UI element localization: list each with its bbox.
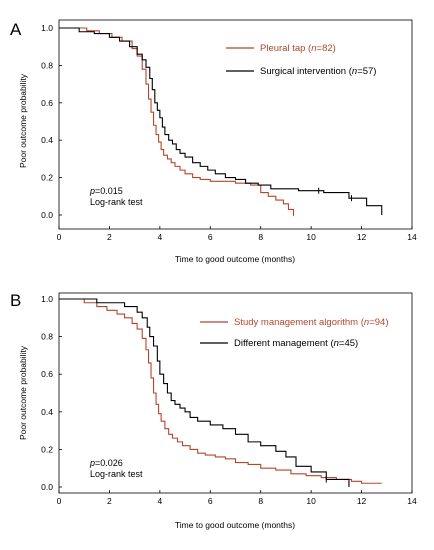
- x-tick-label: 2: [107, 232, 112, 242]
- x-axis-label-b: Time to good outcome (months): [175, 520, 295, 530]
- y-axis-label-b: Poor outcome probability: [18, 345, 28, 440]
- plot-frame-a: [58, 19, 413, 230]
- x-tick-label: 14: [407, 232, 417, 242]
- legend-label-surgical-intervention: Surgical intervention (n=57): [260, 66, 376, 77]
- plot-frame-b: [58, 292, 413, 494]
- curves-a: [59, 27, 383, 217]
- curves-b: [59, 298, 382, 487]
- km-curve-red: [59, 27, 295, 214]
- x-tick-label: 4: [157, 496, 162, 506]
- x-tick-label: 0: [57, 232, 62, 242]
- panel-b: B 0 2 4 6 8 10 12 14 0.0 0.2 0.4 0.6 0.8 1.0 Time to …: [10, 291, 417, 530]
- y-tick-label: 0.6: [41, 369, 53, 379]
- km-curve-black: [59, 27, 383, 215]
- legend-b: Study management algorithm (n=94) Differ…: [200, 317, 388, 349]
- x-tick-label: 4: [157, 232, 162, 242]
- x-tick-label: 8: [258, 232, 263, 242]
- y-tick-label: 0.8: [41, 60, 53, 70]
- x-tick-label: 0: [57, 496, 62, 506]
- km-curve-black: [59, 298, 350, 487]
- x-tick-label: 6: [208, 232, 213, 242]
- legend-label-study-management: Study management algorithm (n=94): [234, 317, 388, 328]
- y-tick-label: 1.0: [41, 23, 53, 33]
- panel-letter-b: B: [10, 291, 21, 310]
- panel-a: A 0 2 4 6 8 10 12 14 0.0 0.2 0.4 0.6 0.8 1.0 Time to …: [10, 19, 417, 264]
- panel-letter-a: A: [10, 20, 22, 39]
- x-tick-label: 8: [258, 496, 263, 506]
- test-name-b: Log-rank test: [90, 469, 143, 479]
- y-tick-label: 0.2: [41, 444, 53, 454]
- x-tick-label: 14: [407, 496, 417, 506]
- y-tick-label: 1.0: [41, 294, 53, 304]
- ticks-a: 0 2 4 6 8 10 12 14 0.0 0.2 0.4 0.6 0.8 1.0: [41, 23, 417, 242]
- y-axis-label-a: Poor outcome probability: [18, 73, 28, 168]
- p-value-a: p=0.015: [89, 186, 123, 196]
- km-curve-red: [59, 298, 382, 484]
- y-tick-label: 0.0: [41, 482, 53, 492]
- y-tick-label: 0.0: [41, 210, 53, 220]
- y-tick-label: 0.4: [41, 407, 53, 417]
- x-tick-label: 12: [357, 232, 367, 242]
- x-axis-label-a: Time to good outcome (months): [175, 254, 295, 264]
- ticks-b: 0 2 4 6 8 10 12 14 0.0 0.2 0.4 0.6 0.8 1.0: [41, 294, 417, 506]
- x-tick-label: 10: [306, 232, 316, 242]
- legend-a: Pleural tap (n=82) Surgical intervention…: [226, 43, 376, 77]
- legend-label-different-management: Different management (n=45): [234, 338, 358, 349]
- p-value-b: p=0.026: [89, 458, 123, 468]
- x-tick-label: 2: [107, 496, 112, 506]
- y-tick-label: 0.4: [41, 135, 53, 145]
- x-tick-label: 6: [208, 496, 213, 506]
- x-tick-label: 12: [357, 496, 367, 506]
- x-tick-label: 10: [306, 496, 316, 506]
- legend-label-pleural-tap: Pleural tap (n=82): [260, 43, 336, 54]
- y-tick-label: 0.6: [41, 98, 53, 108]
- y-tick-label: 0.2: [41, 173, 53, 183]
- y-tick-label: 0.8: [41, 332, 53, 342]
- test-name-a: Log-rank test: [90, 197, 143, 207]
